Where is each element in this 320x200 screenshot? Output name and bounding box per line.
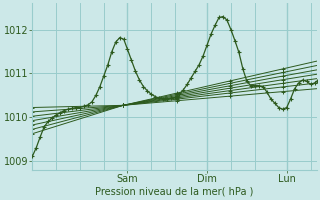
X-axis label: Pression niveau de la mer( hPa ): Pression niveau de la mer( hPa ) (95, 187, 253, 197)
